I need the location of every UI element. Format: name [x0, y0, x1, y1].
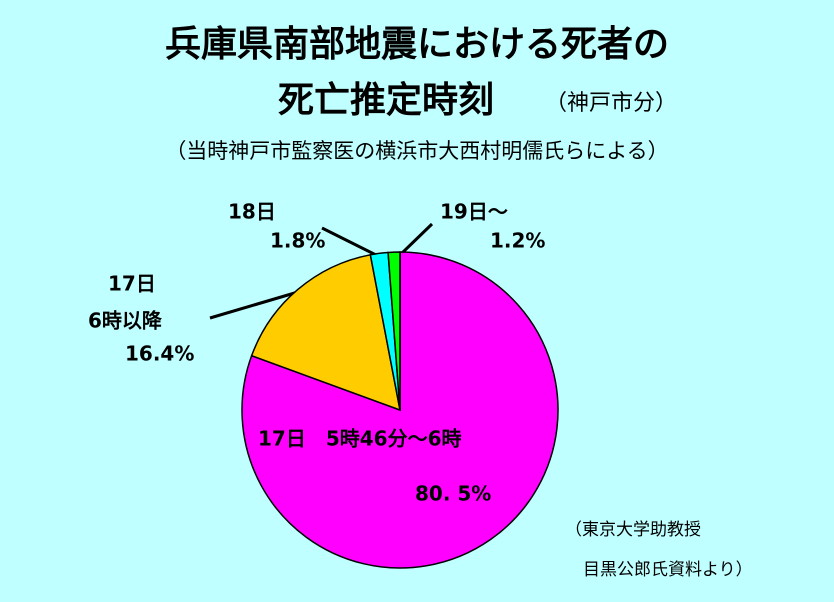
- chart-subtitle: （当時神戸市監察医の横浜市大西村明儒氏らによる）: [165, 139, 668, 163]
- slice-label: 6時以降: [88, 309, 163, 333]
- chart-title: 兵庫県南部地震における死者の: [165, 24, 669, 65]
- leader-line: [398, 222, 434, 257]
- slice-label: 18日: [228, 200, 276, 224]
- source-note: 目黒公郎氏資料より）: [583, 560, 753, 580]
- slice-label: 19日～: [440, 200, 508, 224]
- value-label: 1.8%: [270, 229, 325, 253]
- value-label: 80. 5%: [415, 482, 491, 506]
- value-label: 1.2%: [490, 229, 545, 253]
- chart-title: 死亡推定時刻: [278, 80, 494, 121]
- leader-line: [321, 226, 379, 258]
- source-note: （東京大学助教授: [565, 520, 701, 540]
- pie-slice: [387, 251, 401, 411]
- leader-line: [209, 290, 299, 320]
- slice-label: 17日: [108, 272, 156, 296]
- value-label: 16.4%: [125, 342, 194, 366]
- slice-label: 17日 5時46分～6時: [258, 427, 462, 451]
- chart-title: （神戸市分）: [545, 91, 677, 116]
- pie-slice: [250, 253, 401, 412]
